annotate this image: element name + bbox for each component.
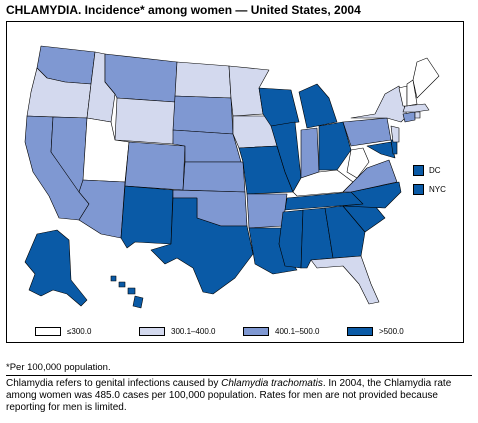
state-hawaii-2 bbox=[118, 281, 126, 288]
divider bbox=[6, 375, 472, 376]
state-georgia bbox=[324, 205, 366, 259]
inset-dc-swatch bbox=[413, 165, 424, 176]
state-kentucky bbox=[292, 169, 354, 197]
state-new-york bbox=[350, 85, 408, 123]
inset-dc-label: DC bbox=[429, 166, 441, 175]
state-connecticut bbox=[402, 111, 416, 123]
state-maryland bbox=[366, 141, 396, 159]
state-florida bbox=[310, 255, 380, 305]
description-organism: Chlamydia trachomatis bbox=[221, 378, 323, 389]
description: Chlamydia refers to genital infections c… bbox=[6, 378, 474, 414]
state-hawaii-4 bbox=[132, 295, 144, 309]
us-map bbox=[24, 45, 440, 309]
state-new-jersey bbox=[390, 125, 400, 143]
state-virginia bbox=[342, 159, 398, 193]
state-montana bbox=[104, 53, 178, 103]
footnote: *Per 100,000 population. bbox=[6, 362, 111, 373]
description-after: . In 2004, the Chlamydia rate among wome… bbox=[6, 378, 452, 413]
state-michigan bbox=[298, 83, 338, 129]
state-arizona bbox=[78, 179, 126, 239]
state-north-carolina bbox=[342, 181, 402, 209]
map-frame: DC NYC ≤300.0 300.1–400.0 400.1–500.0 >5… bbox=[6, 21, 464, 343]
legend-swatch bbox=[35, 326, 61, 336]
legend-label: 400.1–500.0 bbox=[275, 326, 320, 336]
state-texas bbox=[150, 197, 254, 295]
legend-swatch bbox=[243, 326, 269, 336]
state-ohio bbox=[318, 121, 352, 171]
legend-item: 400.1–500.0 bbox=[243, 324, 320, 338]
legend-label: >500.0 bbox=[379, 326, 404, 336]
state-massachusetts bbox=[402, 103, 430, 113]
state-west-virginia bbox=[346, 147, 370, 179]
state-mississippi bbox=[278, 209, 304, 269]
legend-item: >500.0 bbox=[347, 324, 404, 338]
state-alaska bbox=[24, 229, 88, 307]
legend-swatch bbox=[139, 326, 165, 336]
legend-label: 300.1–400.0 bbox=[171, 326, 216, 336]
state-new-hampshire bbox=[406, 79, 418, 107]
state-pennsylvania bbox=[342, 117, 392, 147]
map-legend: ≤300.0 300.1–400.0 400.1–500.0 >500.0 bbox=[35, 324, 455, 338]
state-kansas bbox=[182, 161, 246, 193]
legend-item: ≤300.0 bbox=[35, 324, 91, 338]
legend-swatch bbox=[347, 326, 373, 336]
legend-item: 300.1–400.0 bbox=[139, 324, 216, 338]
state-maine bbox=[412, 57, 440, 99]
state-north-dakota bbox=[174, 61, 232, 99]
state-south-dakota bbox=[172, 95, 234, 135]
state-hawaii-3 bbox=[127, 287, 136, 295]
inset-nyc-label: NYC bbox=[429, 185, 446, 194]
state-arkansas bbox=[246, 193, 288, 229]
state-colorado bbox=[124, 141, 186, 191]
state-rhode-island bbox=[414, 111, 421, 119]
state-indiana bbox=[300, 127, 320, 179]
inset-nyc-swatch bbox=[413, 184, 424, 195]
state-hawaii-1 bbox=[110, 275, 117, 282]
state-new-mexico bbox=[120, 185, 174, 249]
legend-label: ≤300.0 bbox=[67, 326, 92, 336]
description-before: Chlamydia refers to genital infections c… bbox=[6, 378, 222, 389]
state-wyoming bbox=[114, 97, 176, 145]
map-title: CHLAMYDIA. Incidence* among women — Unit… bbox=[6, 3, 361, 17]
